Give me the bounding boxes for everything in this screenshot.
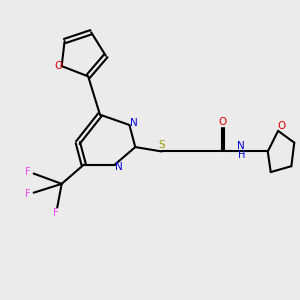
Text: O: O [218, 117, 226, 127]
Text: H: H [238, 150, 245, 160]
Text: N: N [237, 141, 245, 151]
Text: O: O [54, 61, 62, 71]
Text: S: S [158, 140, 165, 150]
Text: N: N [130, 118, 138, 128]
Text: F: F [25, 167, 31, 177]
Text: O: O [278, 121, 286, 130]
Text: N: N [115, 162, 123, 172]
Text: F: F [53, 208, 58, 218]
Text: F: F [25, 189, 31, 199]
